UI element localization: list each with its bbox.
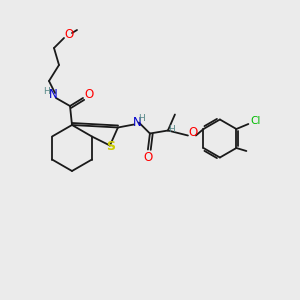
Text: O: O <box>84 88 94 100</box>
Text: H: H <box>139 114 145 123</box>
Text: S: S <box>106 140 116 153</box>
Text: N: N <box>49 88 57 101</box>
Text: H: H <box>169 125 175 134</box>
Text: O: O <box>188 126 197 139</box>
Text: O: O <box>143 151 152 164</box>
Text: O: O <box>64 28 74 40</box>
Text: N: N <box>133 116 141 129</box>
Text: Cl: Cl <box>250 116 261 126</box>
Text: H: H <box>44 86 50 95</box>
